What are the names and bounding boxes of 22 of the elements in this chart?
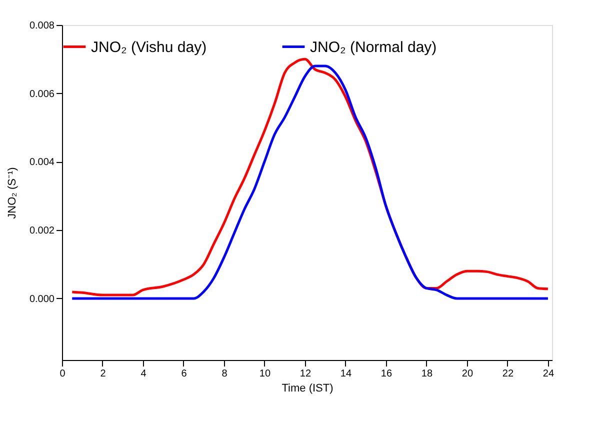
x-tick-label: 22 xyxy=(502,368,514,380)
x-tick-label: 16 xyxy=(380,368,392,380)
x-tick-label: 8 xyxy=(222,368,228,380)
x-axis-title: Time (IST) xyxy=(282,382,334,394)
legend-label: JNO₂ (Vishu day) xyxy=(91,38,207,56)
y-tick-label: 0.006 xyxy=(29,88,55,100)
x-tick-label: 18 xyxy=(421,368,433,380)
x-tick-label: 24 xyxy=(542,368,554,380)
x-tick-label: 4 xyxy=(140,368,147,380)
x-tick-label: 6 xyxy=(181,368,188,380)
x-tick-label: 20 xyxy=(462,368,474,380)
legend-label: JNO₂ (Normal day) xyxy=(310,38,437,56)
x-tick-label: 0 xyxy=(60,368,66,380)
y-tick-label: 0.002 xyxy=(29,226,55,237)
y-tick-label: 0.000 xyxy=(29,294,55,305)
x-tick-label: 14 xyxy=(340,368,352,380)
x-tick-label: 12 xyxy=(300,368,312,380)
y-tick-label: 0.004 xyxy=(29,157,55,168)
y-tick-label: 0.008 xyxy=(29,20,55,32)
x-tick-label: 10 xyxy=(259,368,271,380)
y-axis-title: JNO₂ (S⁻¹) xyxy=(6,167,18,219)
x-tick-label: 2 xyxy=(100,368,106,380)
